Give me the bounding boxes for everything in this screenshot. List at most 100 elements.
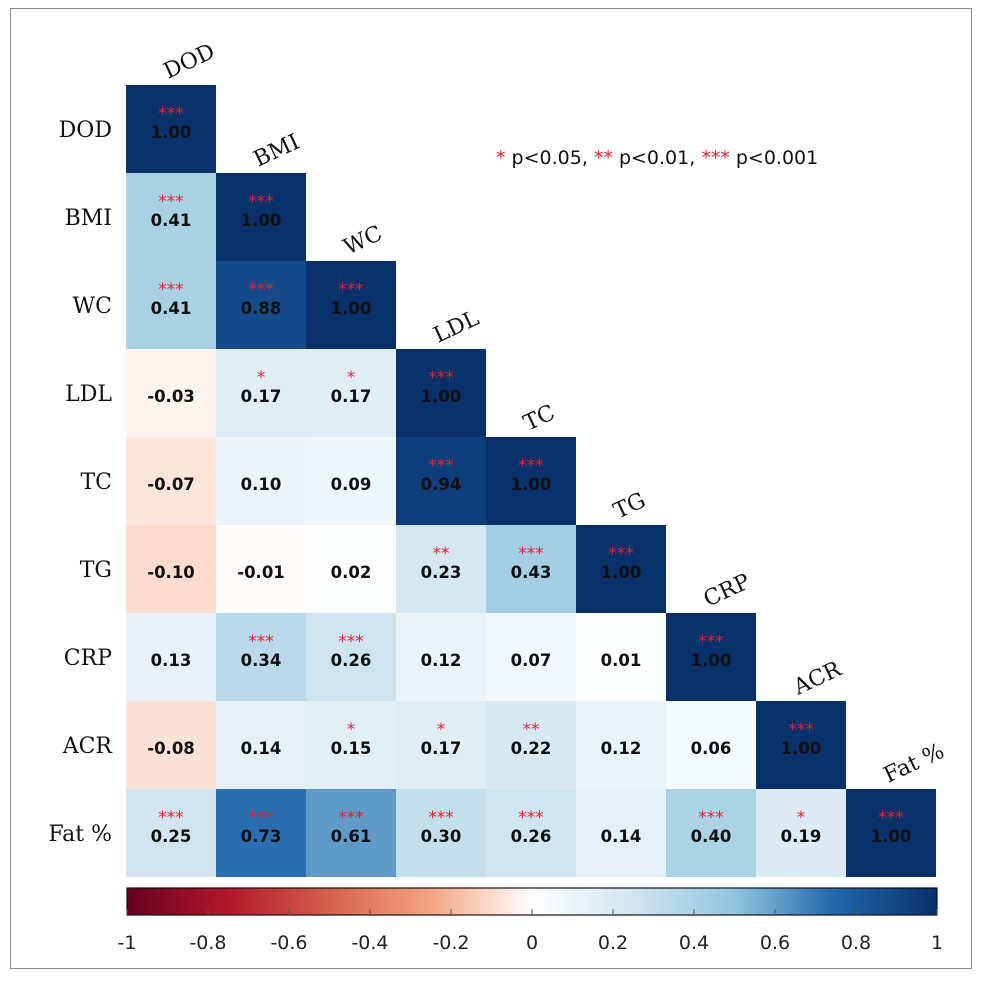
cell-value-label: 0.12 [601, 739, 642, 758]
heatmap-cell [756, 789, 846, 877]
heatmap-cell [486, 525, 576, 613]
significance-stars: *** [518, 456, 544, 476]
cell-value-label: 0.73 [241, 827, 282, 846]
heatmap-cell [126, 261, 216, 349]
cell-value-label: 0.26 [511, 827, 552, 846]
cell-value-label: 0.14 [241, 739, 282, 758]
colorbar-tick-label: 0.2 [598, 932, 628, 954]
heatmap-cell [306, 789, 396, 877]
cell-value-label: 1.00 [601, 563, 642, 582]
row-label: CRP [64, 646, 112, 671]
row-labels: DOD BMI WC LDL TC TG CRP ACR Fat % [48, 118, 113, 847]
cell-value-label: 0.17 [421, 739, 462, 758]
significance-stars: *** [698, 808, 724, 828]
significance-stars: * [437, 720, 446, 740]
cell-value-label: -0.01 [237, 563, 285, 582]
significance-stars: *** [158, 104, 184, 124]
row-label: BMI [65, 206, 112, 231]
cell-value-label: 0.09 [331, 475, 372, 494]
column-label: DOD [160, 39, 219, 84]
significance-stars: *** [428, 368, 454, 388]
heatmap-cell [666, 613, 756, 701]
colorbar-tick-label: -0.8 [189, 932, 226, 954]
heatmap-cell [216, 701, 306, 789]
legend-stars: ** [594, 147, 613, 169]
heatmap-cell [846, 789, 936, 877]
cell-value-label: 1.00 [781, 739, 822, 758]
heatmap-cell [396, 701, 486, 789]
cell-value-label: 0.23 [421, 563, 462, 582]
heatmap-cell [216, 613, 306, 701]
cell-value-label: 0.15 [331, 739, 372, 758]
heatmap-cell [216, 525, 306, 613]
significance-stars: * [347, 368, 356, 388]
legend-threshold: p<0.05, [506, 147, 594, 169]
heatmap-cell [486, 701, 576, 789]
significance-stars: *** [608, 544, 634, 564]
heatmap-cells: ***1.00***0.41***1.00***0.41***0.88***1.… [126, 85, 936, 877]
cell-value-label: -0.08 [147, 739, 195, 758]
cell-value-label: 0.25 [151, 827, 192, 846]
cell-value-label: 1.00 [511, 475, 552, 494]
heatmap-cell [396, 789, 486, 877]
heatmap-cell [306, 349, 396, 437]
colorbar-tick-label: 0.6 [760, 932, 790, 954]
cell-value-label: 0.13 [151, 651, 192, 670]
legend-threshold: p<0.001 [730, 147, 818, 169]
significance-stars: *** [158, 280, 184, 300]
column-label: Fat % [880, 739, 948, 789]
column-label: TG [610, 488, 650, 524]
row-label: TG [80, 558, 112, 583]
significance-stars: *** [338, 808, 364, 828]
heatmap-cell [126, 437, 216, 525]
cell-value-label: 1.00 [241, 211, 282, 230]
heatmap-cell [306, 525, 396, 613]
row-label: ACR [62, 734, 114, 759]
significance-stars: *** [338, 632, 364, 652]
row-label: WC [73, 294, 112, 319]
heatmap-cell [666, 789, 756, 877]
significance-stars: *** [428, 456, 454, 476]
cell-value-label: 0.34 [241, 651, 282, 670]
legend-threshold: p<0.01, [613, 147, 701, 169]
heatmap-cell [576, 701, 666, 789]
heatmap-cell [396, 613, 486, 701]
cell-value-label: 0.17 [241, 387, 282, 406]
significance-stars: *** [248, 280, 274, 300]
cell-value-label: 0.26 [331, 651, 372, 670]
heatmap-cell [396, 437, 486, 525]
significance-stars: *** [248, 192, 274, 212]
cell-value-label: 0.06 [691, 739, 732, 758]
column-label: ACR [789, 656, 846, 701]
cell-value-label: 0.12 [421, 651, 462, 670]
cell-value-label: 1.00 [691, 651, 732, 670]
heatmap-cell [576, 789, 666, 877]
cell-value-label: 0.30 [421, 827, 462, 846]
cell-value-label: 0.10 [241, 475, 282, 494]
heatmap-cell [126, 525, 216, 613]
cell-value-label: 1.00 [151, 123, 192, 142]
column-label: WC [340, 221, 386, 260]
colorbar-tick-label: 1 [931, 932, 943, 954]
heatmap-cell [216, 437, 306, 525]
heatmap-cell [126, 173, 216, 261]
significance-legend: * p<0.05, ** p<0.01, *** p<0.001 [496, 147, 818, 169]
significance-stars: *** [698, 632, 724, 652]
heatmap-cell [126, 789, 216, 877]
heatmap-cell [216, 349, 306, 437]
cell-value-label: 1.00 [421, 387, 462, 406]
cell-value-label: 0.22 [511, 739, 552, 758]
row-label: DOD [59, 118, 112, 143]
column-label: CRP [700, 569, 754, 612]
cell-value-label: 1.00 [331, 299, 372, 318]
heatmap-cell [396, 525, 486, 613]
colorbar-tick-label: 0 [526, 932, 538, 954]
significance-stars: *** [248, 808, 274, 828]
heatmap-cell [306, 437, 396, 525]
cell-value-label: 0.07 [511, 651, 552, 670]
cell-value-label: 0.88 [241, 299, 282, 318]
column-label: TC [520, 400, 559, 436]
heatmap-cell [756, 701, 846, 789]
heatmap-cell [126, 85, 216, 173]
